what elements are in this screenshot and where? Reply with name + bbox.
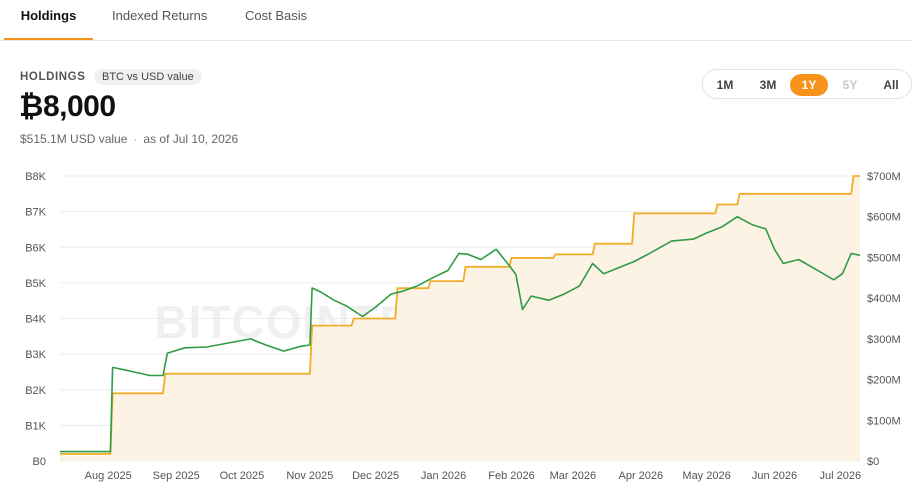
btc-holdings-line xyxy=(60,175,860,455)
y-right-tick-label: $700M xyxy=(867,171,901,183)
y-left-tick-label: B3K xyxy=(25,349,46,361)
y-axis-right: $0 $100M $200M $300M $400M $500M $600M $700M xyxy=(867,171,901,468)
x-tick-label: Dec 2025 xyxy=(352,470,399,482)
tab-bar: Holdings Indexed Returns Cost Basis xyxy=(0,0,912,41)
y-left-tick-label: B5K xyxy=(25,278,46,290)
y-left-tick-label: B1K xyxy=(25,420,46,432)
y-left-tick-label: B7K xyxy=(25,207,46,219)
y-left-tick-label: B8K xyxy=(25,171,46,183)
x-tick-label: Apr 2026 xyxy=(618,470,663,482)
y-right-tick-label: $200M xyxy=(867,375,901,387)
y-right-tick-label: $600M xyxy=(867,212,901,224)
x-tick-label: May 2026 xyxy=(682,470,730,482)
x-tick-label: Oct 2025 xyxy=(220,470,265,482)
y-right-tick-label: $300M xyxy=(867,334,901,346)
separator-dot: · xyxy=(133,132,138,146)
tab-indexed-returns[interactable]: Indexed Returns xyxy=(112,8,208,23)
x-tick-label: Aug 2025 xyxy=(85,470,132,482)
y-right-tick-label: $500M xyxy=(867,252,901,264)
y-right-tick-label: $0 xyxy=(867,456,879,468)
range-5y-button[interactable]: 5Y xyxy=(842,78,858,92)
y-right-tick-label: $100M xyxy=(867,415,901,427)
y-left-tick-label: B0 xyxy=(33,456,46,468)
x-tick-label: Sep 2025 xyxy=(153,470,200,482)
tab-holdings[interactable]: Holdings xyxy=(4,0,93,40)
y-left-tick-label: B6K xyxy=(25,242,46,254)
range-3m-button[interactable]: 3M xyxy=(759,78,777,92)
holdings-label: HOLDINGS xyxy=(20,71,86,83)
btc-vs-usd-badge: BTC vs USD value xyxy=(94,69,202,85)
usd-value-line xyxy=(60,215,861,453)
as-of-date: as of Jul 10, 2026 xyxy=(143,132,239,146)
y-left-tick-label: B4K xyxy=(25,314,46,326)
tab-cost-basis[interactable]: Cost Basis xyxy=(245,8,308,23)
y-left-tick-label: B2K xyxy=(25,385,46,397)
x-axis: Aug 2025 Sep 2025 Oct 2025 Nov 2025 Dec 2025… xyxy=(85,470,861,482)
x-tick-label: Jul 2026 xyxy=(819,470,861,482)
y-right-tick-label: $400M xyxy=(867,293,901,305)
series-layer xyxy=(60,175,861,461)
range-selector: 1M 3M 1Y 5Y All xyxy=(702,69,912,99)
x-tick-label: Jan 2026 xyxy=(421,470,466,482)
holdings-subtitle: $515.1M USD value · as of Jul 10, 2026 xyxy=(20,132,238,146)
x-tick-label: Mar 2026 xyxy=(550,470,596,482)
y-axis-left: B0 B1K B2K B3K B4K B5K B6K B7K B8K xyxy=(25,171,46,468)
holdings-value: ₿8,000 xyxy=(19,90,116,123)
x-tick-label: Feb 2026 xyxy=(488,470,534,482)
x-tick-label: Jun 2026 xyxy=(752,470,797,482)
range-all-button[interactable]: All xyxy=(883,78,899,92)
range-1m-button[interactable]: 1M xyxy=(716,78,734,92)
usd-value: $515.1M USD value xyxy=(20,132,128,146)
holdings-chart: BITCOINTREASURIES.NET B0B1KB2KB3KB4KB5KB… xyxy=(25,171,901,482)
range-1y-button[interactable]: 1Y xyxy=(790,74,828,96)
x-tick-label: Nov 2025 xyxy=(286,470,333,482)
